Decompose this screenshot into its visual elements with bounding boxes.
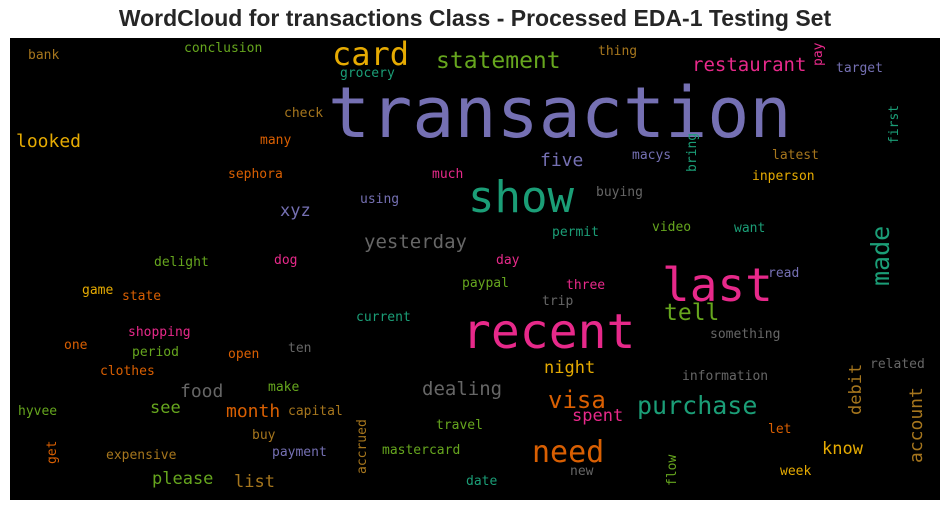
word-debit: debit [846,363,866,415]
word-macys: macys [632,148,672,163]
word-one: one [64,338,88,353]
word-week: week [780,464,812,479]
word-current: current [356,310,411,325]
word-open: open [228,347,260,362]
word-target: target [836,61,883,76]
word-show: show [468,172,574,223]
word-flow: flow [665,454,680,486]
word-permit: permit [552,225,599,240]
word-payment: payment [272,445,327,460]
word-hyvee: hyvee [18,404,58,419]
word-mastercard: mastercard [382,443,461,458]
word-need: need [532,435,605,470]
word-accrued: accrued [355,419,370,474]
word-want: want [734,221,766,236]
word-pay: pay [811,42,826,66]
word-video: video [652,220,692,235]
word-dog: dog [274,253,298,268]
word-transaction: transaction [328,72,792,154]
word-see: see [150,398,181,418]
word-month: month [226,401,281,422]
word-make: make [268,380,300,395]
word-bring: bring [685,132,700,172]
word-date: date [466,474,498,489]
word-read: read [768,266,800,281]
word-cloud: transaction recent last show card need purchas… [10,38,940,500]
word-spent: spent [572,406,624,426]
word-capital: capital [288,404,343,419]
word-dealing: dealing [422,378,503,400]
word-sephora: sephora [228,167,283,182]
word-paypal: paypal [462,276,509,291]
word-state: state [122,289,162,304]
word-buy: buy [252,428,276,443]
word-new: new [570,464,594,479]
word-inperson: inperson [752,169,815,184]
word-game: game [82,283,114,298]
word-recent: recent [462,304,636,360]
word-looked: looked [16,131,82,152]
word-conclusion: conclusion [184,41,263,56]
word-much: much [432,167,464,182]
chart-title: WordCloud for transactions Class - Proce… [118,5,832,31]
word-information: information [682,369,769,384]
word-trip: trip [542,294,574,309]
word-latest: latest [772,148,819,163]
word-travel: travel [436,418,483,433]
word-first: first [887,104,902,144]
word-related: related [870,357,925,372]
word-get: get [45,440,60,464]
word-food: food [180,381,224,402]
word-account: account [906,387,927,463]
word-shopping: shopping [128,325,191,340]
word-statement: statement [436,48,561,74]
word-yesterday: yesterday [364,231,467,253]
word-purchase: purchase [637,391,758,420]
word-ten: ten [288,341,312,356]
word-thing: thing [598,44,638,59]
word-let: let [768,422,792,437]
word-please: please [152,469,214,489]
word-day: day [496,253,520,268]
word-bank: bank [28,48,60,63]
word-last: last [662,258,773,312]
word-grocery: grocery [340,66,395,81]
word-using: using [360,192,400,207]
word-check: check [284,106,324,121]
word-night: night [544,358,596,378]
word-something: something [710,327,781,342]
word-tell: tell [664,300,720,326]
word-three: three [566,278,606,293]
word-five: five [540,150,584,171]
word-buying: buying [596,185,643,200]
word-visa: visa [548,386,606,414]
word-delight: delight [154,255,209,270]
word-xyz: xyz [280,201,311,221]
word-card: card [332,38,410,73]
word-list: list [234,472,275,492]
word-restaurant: restaurant [692,54,807,76]
word-made: made [866,225,895,286]
word-clothes: clothes [100,364,155,379]
word-expensive: expensive [106,448,177,463]
word-know: know [822,439,863,459]
word-many: many [260,133,292,148]
word-period: period [132,345,179,360]
